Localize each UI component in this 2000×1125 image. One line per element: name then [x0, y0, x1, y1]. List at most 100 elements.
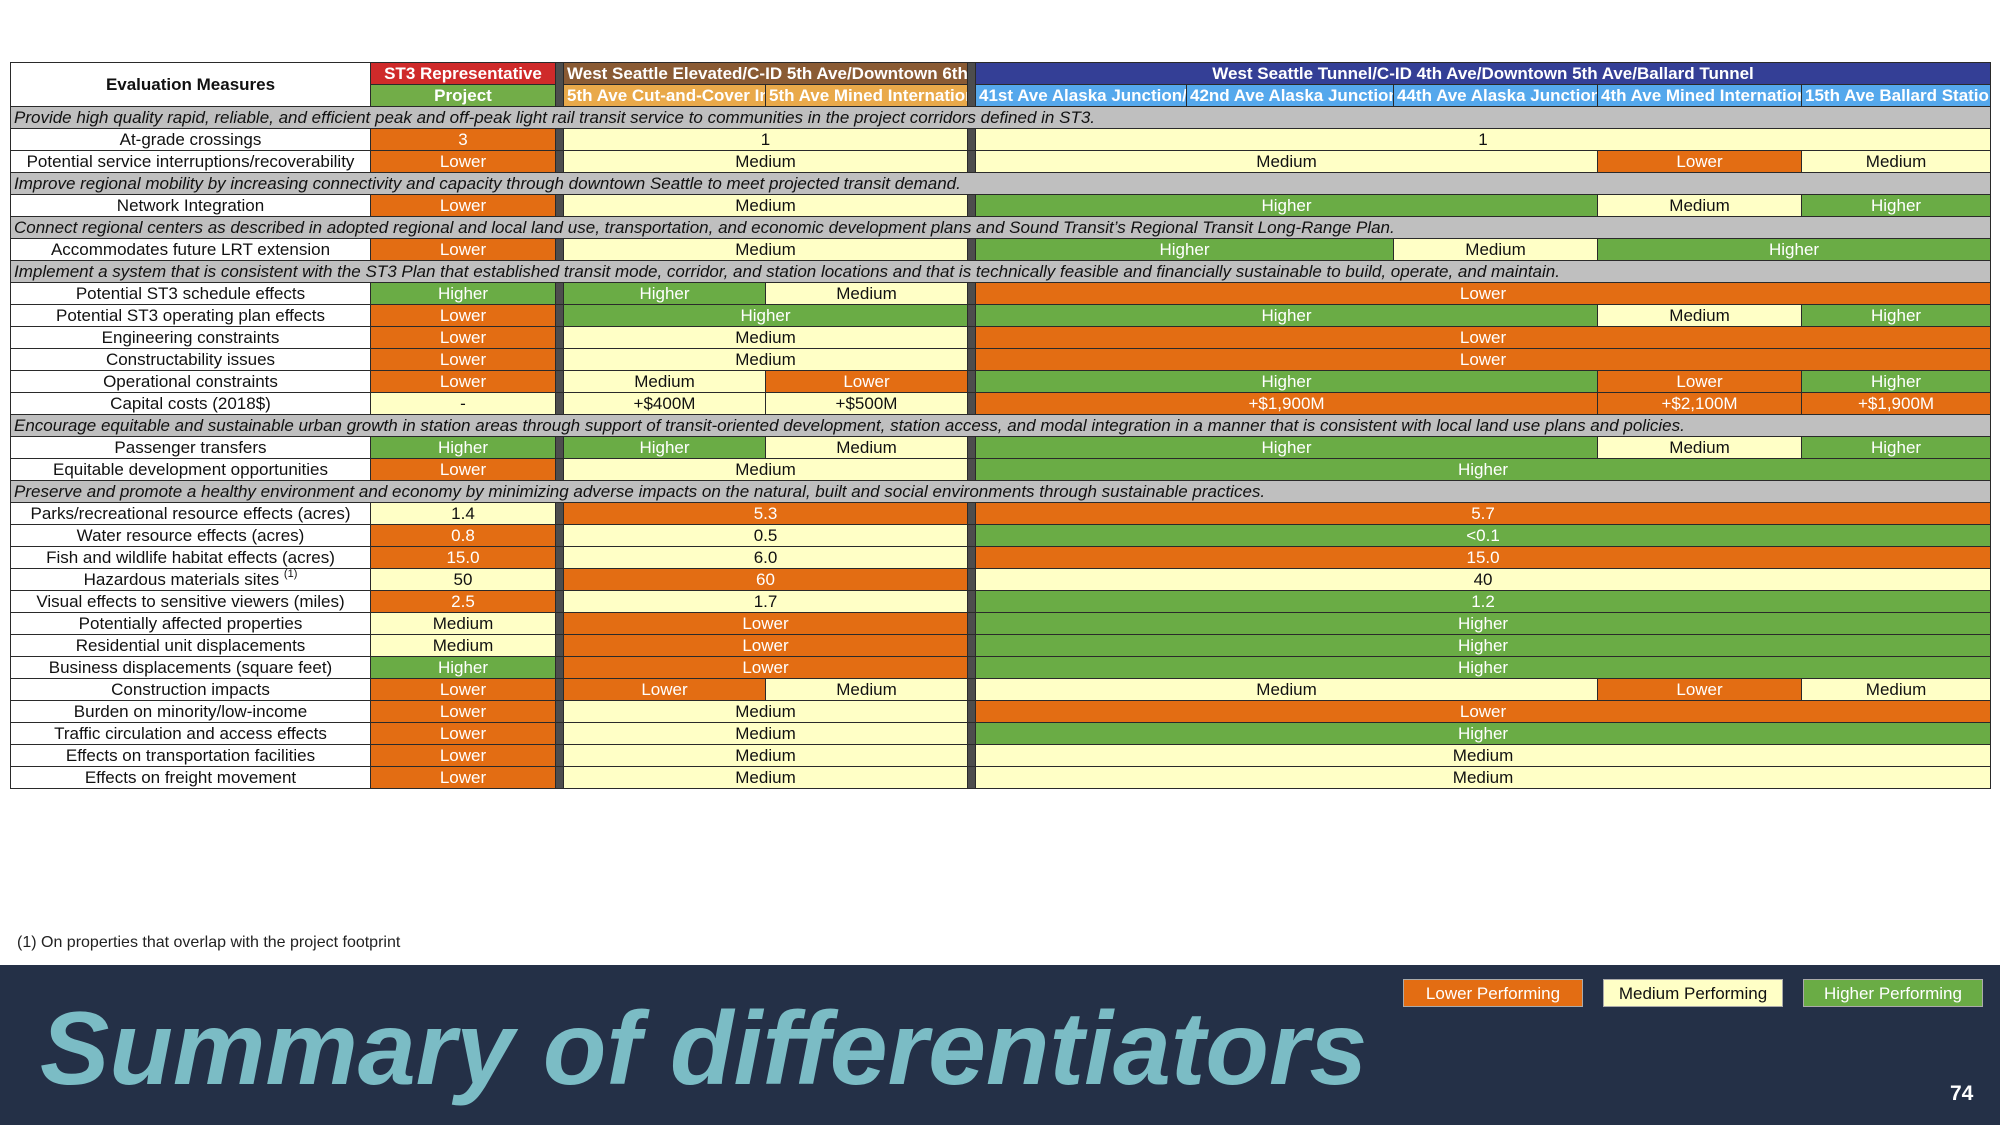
objective-text: Improve regional mobility by increasing … — [9, 172, 1992, 195]
column-separator — [967, 744, 977, 767]
tunnel-option-44th-ave: 44th Ave Alaska Junction Station — [1393, 84, 1599, 107]
rating-cell-higher: Higher — [975, 458, 1992, 481]
measure-row: Hazardous materials sites (1) 50 60 40 — [10, 568, 1992, 591]
measure-row: Burden on minority/low-income Lower Medium… — [10, 700, 1992, 723]
rating-cell-lower: Lower — [562, 612, 969, 635]
rating-cell-medium: Medium — [1597, 194, 1803, 217]
column-separator — [967, 326, 977, 349]
rating-cell-medium: Medium — [562, 722, 969, 745]
measure-label: Engineering constraints — [101, 328, 280, 347]
rating-cell-lower: Lower — [562, 656, 969, 679]
rating-cell-lower: Lower — [370, 194, 556, 217]
rating-cell-higher: 1.2 — [975, 590, 1992, 613]
st3-representative-header: ST3 Representative — [370, 62, 556, 85]
measure-label: Network Integration — [116, 196, 265, 215]
measure-label-cell: Fish and wildlife habitat effects (acres… — [10, 546, 371, 569]
measure-label-cell: Effects on freight movement — [10, 766, 371, 789]
column-separator — [967, 678, 977, 701]
rating-cell-lower: 15.0 — [975, 546, 1992, 569]
rating-cell-lower: Lower — [1597, 150, 1803, 173]
column-separator — [967, 546, 977, 569]
measure-label: Effects on transportation facilities — [65, 746, 316, 765]
rating-cell-medium: Medium — [1801, 150, 1992, 173]
column-separator — [555, 128, 564, 151]
rating-cell-lower: Lower — [370, 458, 556, 481]
measure-label: Hazardous materials sites — [83, 570, 280, 589]
rating-cell-medium: Medium — [975, 678, 1599, 701]
objective-text: Encourage equitable and sustainable urba… — [9, 414, 1992, 437]
column-separator — [967, 392, 977, 415]
measure-label-cell: Burden on minority/low-income — [10, 700, 371, 723]
rating-cell-medium: Medium — [1597, 304, 1803, 327]
tunnel-option-15th-ave-ballard: 15th Ave Ballard Station — [1801, 84, 1992, 107]
measure-label: Business displacements (square feet) — [48, 658, 333, 677]
evaluation-measures-header: Evaluation Measures — [10, 62, 371, 107]
legend-higher-performing: Higher Performing — [1803, 979, 1983, 1007]
header-group-row: Evaluation Measures ST3 Representative W… — [10, 62, 1992, 107]
measure-label-cell: Effects on transportation facilities — [10, 744, 371, 767]
rating-cell-higher: Higher — [370, 656, 556, 679]
rating-cell-medium: Medium — [562, 744, 969, 767]
measure-label-cell: Parks/recreational resource effects (acr… — [10, 502, 371, 525]
column-separator — [555, 348, 564, 371]
column-separator — [967, 348, 977, 371]
rating-cell-lower: Lower — [370, 348, 556, 371]
measure-label: Accommodates future LRT extension — [50, 240, 331, 259]
rating-cell-lower: 2.5 — [370, 590, 556, 613]
rating-cell-medium: 6.0 — [562, 546, 969, 569]
measure-label-cell: At-grade crossings — [10, 128, 371, 151]
measure-label-cell: Traffic circulation and access effects — [10, 722, 371, 745]
column-separator — [555, 678, 564, 701]
elevated-alternative-header: West Seattle Elevated/C-ID 5th Ave/Downt… — [562, 62, 969, 85]
column-separator — [555, 304, 564, 327]
rating-cell-lower: Lower — [370, 766, 556, 789]
rating-cell-medium: Medium — [1801, 678, 1992, 701]
header-sub-row: Project 5th Ave Cut-and-Cover Internatio… — [11, 84, 1992, 107]
measure-row: Passenger transfers Higher Higher Medium Hig… — [10, 436, 1992, 459]
evaluation-table: Evaluation Measures ST3 Representative W… — [9, 62, 1992, 789]
rating-cell-medium: Medium — [1597, 436, 1803, 459]
column-separator — [555, 744, 564, 767]
measure-row: Construction impacts Lower Lower Medium Medi… — [10, 678, 1992, 701]
rating-cell-medium: Medium — [975, 150, 1599, 173]
rating-cell-lower: Lower — [975, 700, 1992, 723]
measure-row: Constructability issues Lower Medium Lower — [10, 348, 1992, 371]
rating-cell-medium: Medium — [975, 744, 1992, 767]
column-separator — [555, 282, 564, 305]
rating-cell-medium: 1 — [975, 128, 1992, 151]
rating-cell-medium: Medium — [562, 458, 969, 481]
column-separator — [555, 612, 564, 635]
rating-cell-higher: Higher — [563, 436, 766, 459]
rating-cell-higher: Higher — [975, 634, 1992, 657]
rating-cell-medium: Medium — [562, 766, 969, 789]
rating-cell-higher: Higher — [370, 436, 556, 459]
measure-label-cell: Equitable development opportunities — [10, 458, 371, 481]
rating-cell-higher: Higher — [1801, 436, 1992, 459]
measure-label-cell: Business displacements (square feet) — [10, 656, 371, 679]
measure-label: Effects on freight movement — [84, 768, 297, 787]
rating-cell-lower: Lower — [370, 304, 556, 327]
objective-text: Connect regional centers as described in… — [9, 216, 1992, 239]
rating-cell-medium: 1 — [562, 128, 969, 151]
rating-cell-lower: Lower — [562, 634, 969, 657]
measure-label-cell: Potential ST3 operating plan effects — [10, 304, 371, 327]
measure-row: Operational constraints Lower Medium Lower H… — [10, 370, 1992, 393]
rating-cell-medium: Medium — [370, 634, 556, 657]
rating-cell-lower: Lower — [370, 678, 556, 701]
rating-cell-medium: Medium — [562, 326, 969, 349]
rating-cell-lower: 0.8 — [370, 524, 556, 547]
measure-label: Equitable development opportunities — [52, 460, 329, 479]
tunnel-alternative-header: West Seattle Tunnel/C-ID 4th Ave/Downtow… — [975, 62, 1992, 85]
rating-cell-medium: Medium — [562, 700, 969, 723]
measure-label-cell: Residential unit displacements — [10, 634, 371, 657]
measure-row: Effects on transportation facilities Lowe… — [10, 744, 1992, 767]
measure-label-cell: Hazardous materials sites (1) — [10, 568, 371, 591]
measure-label-cell: Engineering constraints — [10, 326, 371, 349]
rating-cell-higher: Higher — [1801, 370, 1992, 393]
rating-cell-medium: Medium — [764, 678, 969, 701]
objective-row: Improve regional mobility by increasing … — [9, 172, 1992, 195]
measure-label-cell: Passenger transfers — [10, 436, 371, 459]
measure-label: Water resource effects (acres) — [76, 526, 305, 545]
rating-cell-higher: Higher — [1597, 238, 1992, 261]
tunnel-option-4th-ave-mined: 4th Ave Mined International District/ Ch… — [1597, 84, 1803, 107]
